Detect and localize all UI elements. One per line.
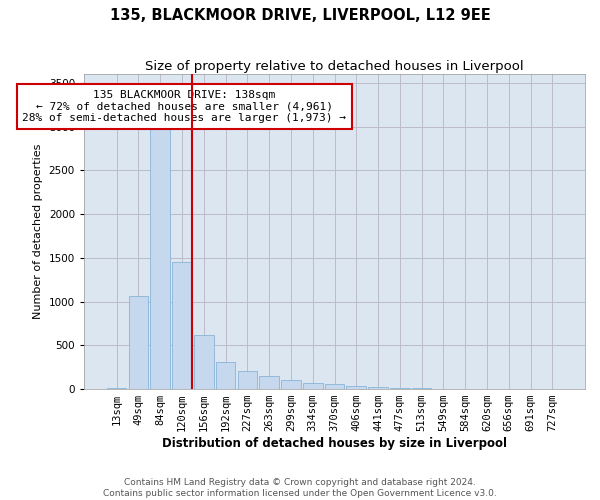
Text: Contains HM Land Registry data © Crown copyright and database right 2024.
Contai: Contains HM Land Registry data © Crown c… xyxy=(103,478,497,498)
X-axis label: Distribution of detached houses by size in Liverpool: Distribution of detached houses by size … xyxy=(162,437,507,450)
Bar xyxy=(238,370,257,389)
Bar xyxy=(390,388,410,389)
Y-axis label: Number of detached properties: Number of detached properties xyxy=(33,144,43,320)
Bar xyxy=(259,376,279,389)
Bar xyxy=(151,118,170,389)
Text: 135 BLACKMOOR DRIVE: 138sqm
← 72% of detached houses are smaller (4,961)
28% of : 135 BLACKMOOR DRIVE: 138sqm ← 72% of det… xyxy=(22,90,346,123)
Bar xyxy=(303,382,323,389)
Bar xyxy=(346,386,366,389)
Bar xyxy=(368,387,388,389)
Title: Size of property relative to detached houses in Liverpool: Size of property relative to detached ho… xyxy=(145,60,524,73)
Bar xyxy=(107,388,127,389)
Bar xyxy=(412,388,431,389)
Bar xyxy=(325,384,344,389)
Text: 135, BLACKMOOR DRIVE, LIVERPOOL, L12 9EE: 135, BLACKMOOR DRIVE, LIVERPOOL, L12 9EE xyxy=(110,8,490,22)
Bar xyxy=(216,362,235,389)
Bar xyxy=(172,262,192,389)
Bar xyxy=(128,296,148,389)
Bar xyxy=(194,335,214,389)
Bar xyxy=(281,380,301,389)
